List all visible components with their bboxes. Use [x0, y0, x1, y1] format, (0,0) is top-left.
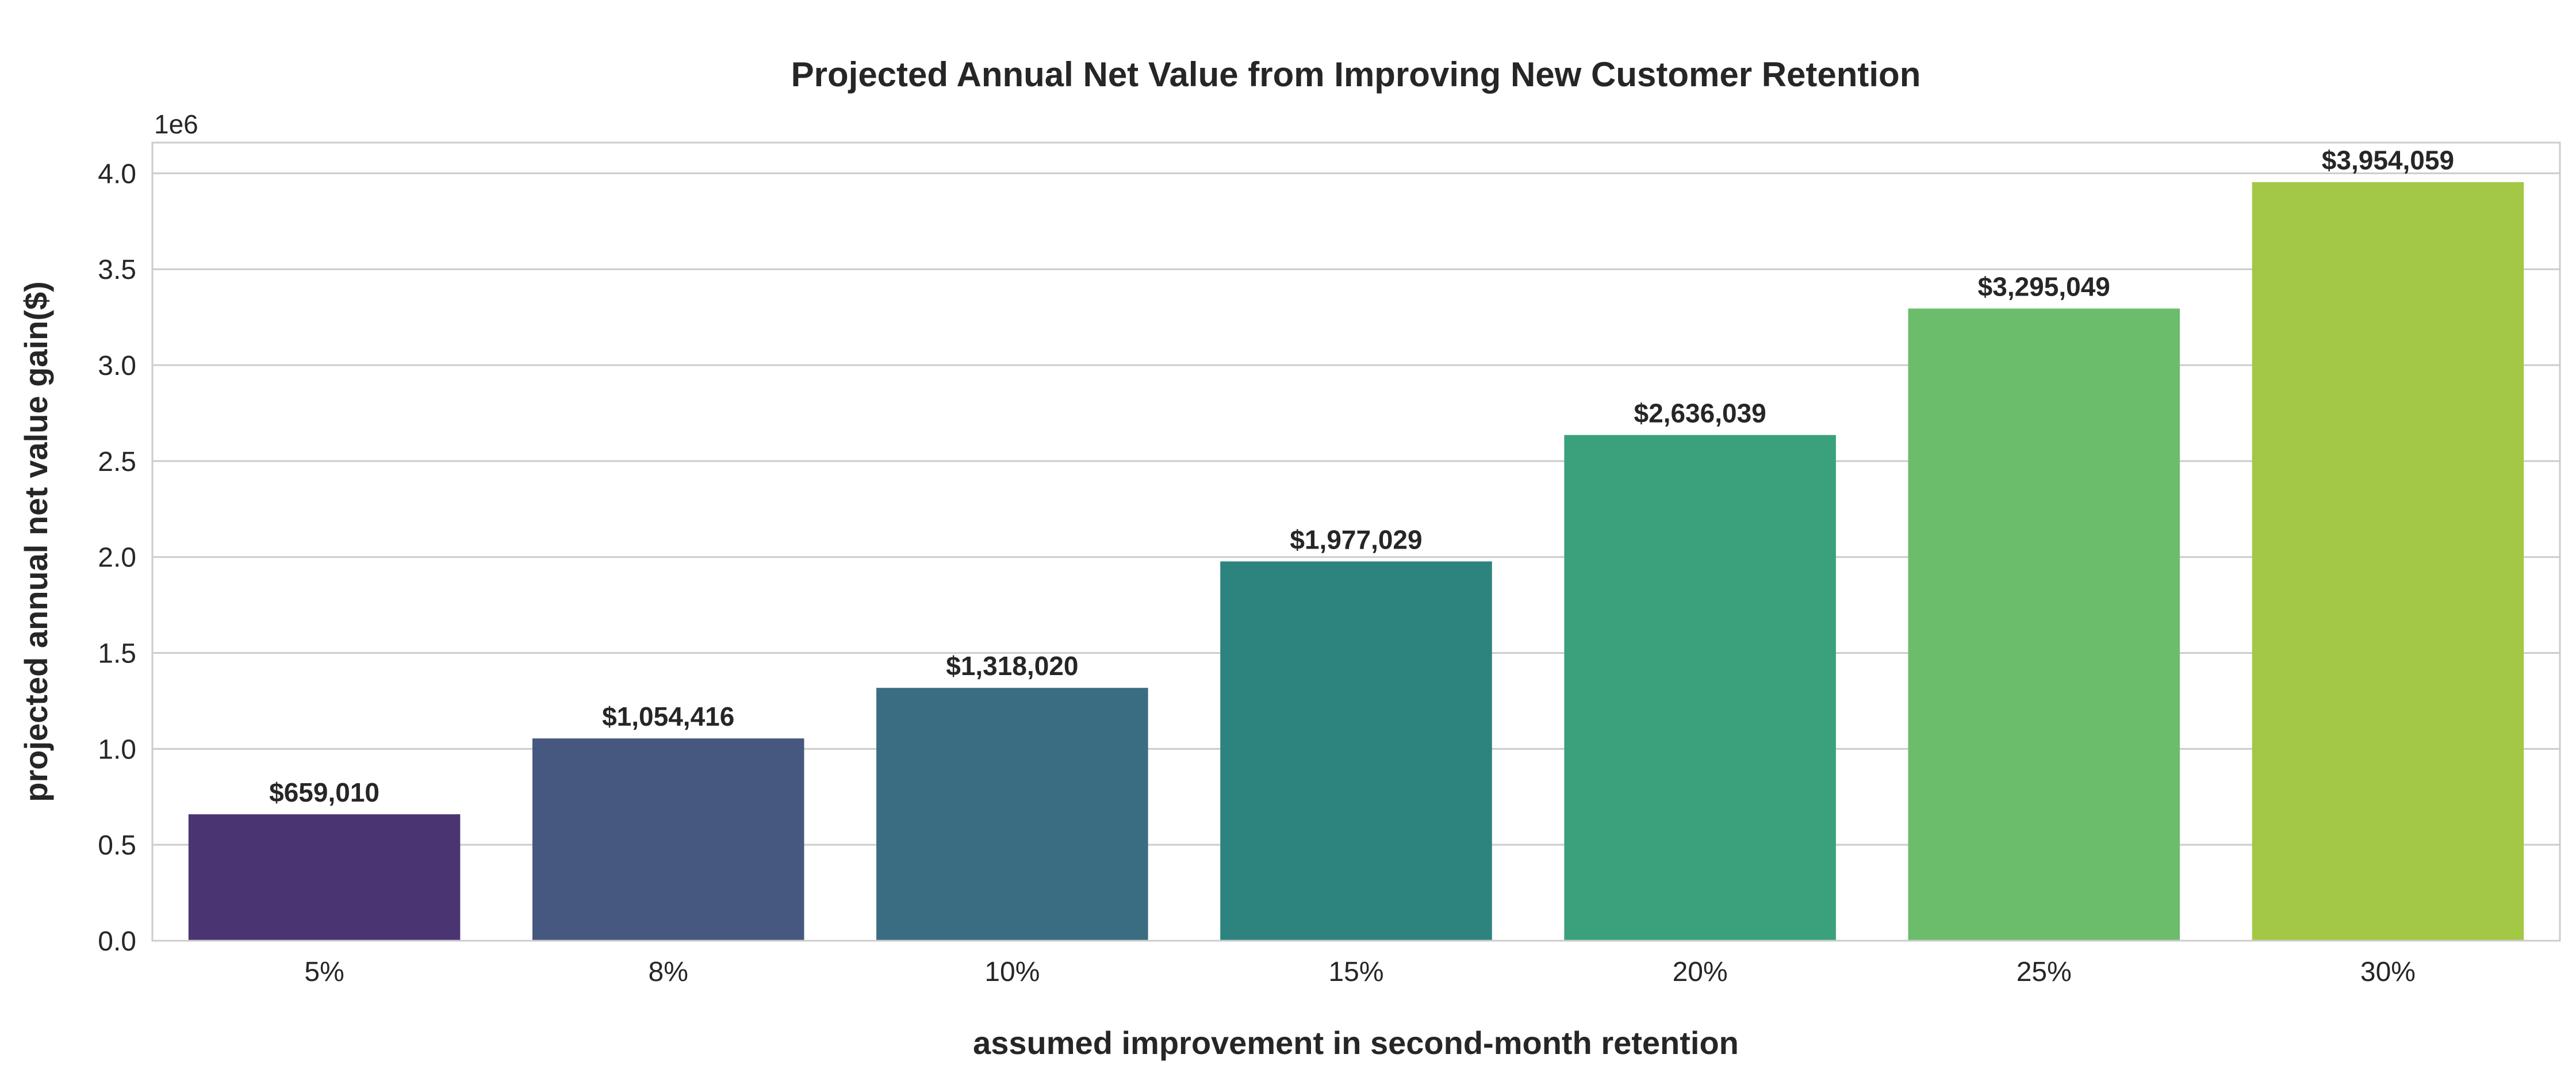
- bar-20pct: [1564, 435, 1836, 941]
- bar-8pct: [532, 738, 804, 941]
- x-tick-label: 20%: [1673, 957, 1728, 987]
- x-tick-label: 15%: [1328, 957, 1383, 987]
- bar-value-label: $1,977,029: [1290, 524, 1422, 554]
- x-tick-label: 5%: [304, 957, 344, 987]
- plot-frame: [151, 141, 2561, 942]
- y-tick-label: 1.5: [98, 639, 136, 669]
- x-tick-labels: 5% 8% 10% 15% 20% 25% 30%: [304, 957, 2416, 987]
- x-tick-label: 8%: [649, 957, 688, 987]
- y-tick-labels: 0.0 0.5 1.0 1.5 2.0 2.5 3.0 3.5 4.0: [98, 159, 136, 957]
- x-tick-label: 25%: [2017, 957, 2072, 987]
- x-axis-label: assumed improvement in second-month rete…: [973, 1025, 1739, 1061]
- bars: [188, 182, 2524, 941]
- bar-value-label: $2,636,039: [1634, 398, 1766, 428]
- bar-value-label: $659,010: [269, 777, 379, 807]
- bar-value-label: $3,295,049: [1978, 272, 2110, 302]
- x-tick-label: 30%: [2360, 957, 2416, 987]
- bar-15pct: [1220, 561, 1492, 941]
- y-tick-label: 0.0: [98, 926, 136, 957]
- bar-value-label: $1,318,020: [946, 651, 1078, 681]
- y-tick-label: 3.0: [98, 351, 136, 381]
- bar-5pct: [188, 814, 461, 941]
- bar-10pct: [876, 688, 1148, 941]
- bar-value-label: $1,054,416: [602, 702, 734, 731]
- y-tick-label: 2.0: [98, 543, 136, 573]
- y-tick-label: 1.0: [98, 734, 136, 765]
- y-tick-label: 4.0: [98, 159, 136, 189]
- x-tick-label: 10%: [984, 957, 1040, 987]
- bar-value-label: $3,954,059: [2322, 145, 2454, 175]
- y-axis-offset-label: 1e6: [154, 109, 198, 139]
- bar-value-labels: $659,010 $1,054,416 $1,318,020 $1,977,029 $2…: [269, 145, 2454, 807]
- chart-title: Projected Annual Net Value from Improvin…: [791, 55, 1921, 94]
- y-tick-label: 2.5: [98, 447, 136, 477]
- y-axis-label: projected annual net value gain($): [18, 281, 54, 802]
- bar-25pct: [1908, 308, 2180, 941]
- bar-30pct: [2252, 182, 2524, 941]
- y-tick-label: 3.5: [98, 255, 136, 285]
- y-tick-label: 0.5: [98, 830, 136, 861]
